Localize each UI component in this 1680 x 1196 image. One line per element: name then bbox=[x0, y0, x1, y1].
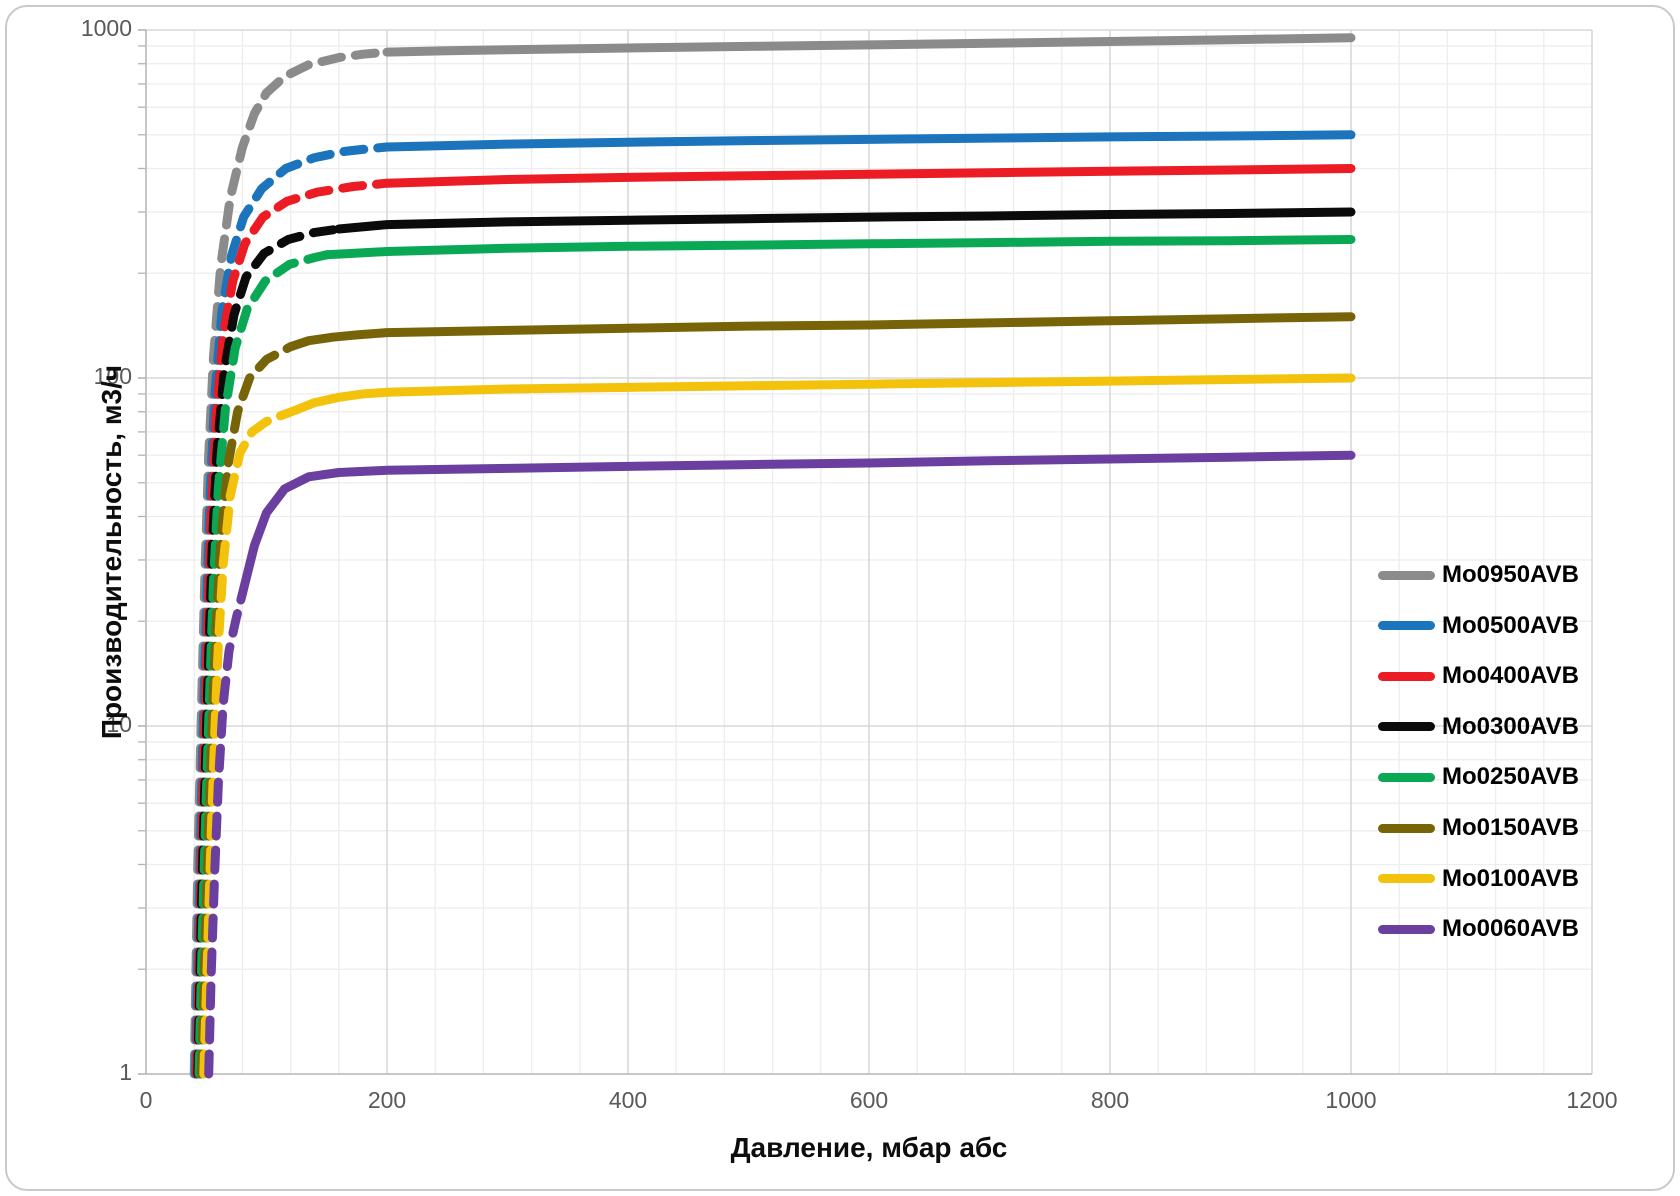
legend-swatch-Mo0150AVB bbox=[1378, 823, 1435, 833]
legend-label: Mo0060AVB bbox=[1442, 915, 1579, 943]
legend-label: Mo0300AVB bbox=[1442, 712, 1579, 740]
legend-item-Mo0060AVB: Mo0060AVB bbox=[1378, 904, 1579, 954]
x-axis-title: Давление, мбар абс bbox=[730, 1132, 1008, 1163]
legend-swatch-Mo0250AVB bbox=[1378, 772, 1435, 782]
curve-dashed-Mo0500AVB bbox=[190, 142, 392, 1079]
y-tick-label: 10 bbox=[106, 711, 132, 737]
curve-Mo0060AVB bbox=[237, 450, 1356, 599]
x-tick-label: 800 bbox=[1091, 1087, 1129, 1113]
legend-item-Mo0500AVB: Mo0500AVB bbox=[1378, 601, 1579, 651]
legend-swatch-Mo0400AVB bbox=[1378, 671, 1435, 681]
curve-dashed-Mo0060AVB bbox=[204, 589, 247, 1079]
legend-label: Mo0400AVB bbox=[1442, 662, 1579, 690]
legend-label: Mo0950AVB bbox=[1442, 561, 1579, 588]
legend-label: Mo0250AVB bbox=[1442, 763, 1579, 791]
curve-Mo0100AVB bbox=[292, 373, 1356, 415]
x-tick-label: 400 bbox=[609, 1087, 647, 1113]
curve-Mo0400AVB bbox=[382, 164, 1356, 188]
curve-dashed-Mo0400AVB bbox=[192, 178, 392, 1079]
legend-label: Mo0500AVB bbox=[1442, 611, 1579, 639]
legend-swatch-Mo0300AVB bbox=[1378, 722, 1435, 732]
legend-swatch-Mo0500AVB bbox=[1378, 621, 1435, 631]
curve-dashed-Mo0950AVB bbox=[189, 47, 392, 1079]
curve-Mo0950AVB bbox=[382, 33, 1356, 57]
curve-Mo0300AVB bbox=[334, 207, 1356, 234]
legend-label: Mo0100AVB bbox=[1442, 864, 1579, 892]
curve-Mo0150AVB bbox=[286, 312, 1356, 352]
legend-swatch-Mo0060AVB bbox=[1378, 924, 1435, 934]
legend-item-Mo0150AVB: Mo0150AVB bbox=[1378, 803, 1579, 853]
curve-Mo0500AVB bbox=[382, 130, 1356, 152]
series-curves bbox=[189, 33, 1356, 1079]
y-tick-label: 100 bbox=[94, 363, 132, 389]
curve-dashed-Mo0100AVB bbox=[199, 405, 302, 1079]
x-tick-label: 1200 bbox=[1566, 1087, 1617, 1113]
legend-item-Mo0400AVB: Mo0400AVB bbox=[1378, 651, 1579, 701]
legend-label: Mo0150AVB bbox=[1442, 814, 1579, 841]
legend-item-Mo0100AVB: Mo0100AVB bbox=[1378, 854, 1579, 904]
x-tick-label: 1000 bbox=[1325, 1087, 1376, 1113]
tick-labels: 0 200 400 600 800 1000 1200 1 10 100 1000 bbox=[81, 15, 1618, 1113]
x-tick-label: 600 bbox=[850, 1087, 888, 1113]
legend-item-Mo0250AVB: Mo0250AVB bbox=[1378, 752, 1579, 802]
legend-item-Mo0300AVB: Mo0300AVB bbox=[1378, 702, 1579, 752]
axis-lines bbox=[138, 29, 1592, 1075]
legend-swatch-Mo0100AVB bbox=[1378, 874, 1435, 884]
legend-swatch-Mo0950AVB bbox=[1378, 570, 1435, 580]
y-tick-label: 1000 bbox=[81, 15, 132, 41]
x-tick-label: 0 bbox=[140, 1087, 153, 1113]
legend-item-Mo0950AVB: Mo0950AVB bbox=[1378, 550, 1579, 600]
x-tick-label: 200 bbox=[368, 1087, 406, 1113]
curve-Mo0250AVB bbox=[322, 235, 1356, 260]
y-axis-title: Производительность, м3/ч bbox=[96, 364, 127, 740]
y-tick-label: 1 bbox=[119, 1059, 132, 1085]
